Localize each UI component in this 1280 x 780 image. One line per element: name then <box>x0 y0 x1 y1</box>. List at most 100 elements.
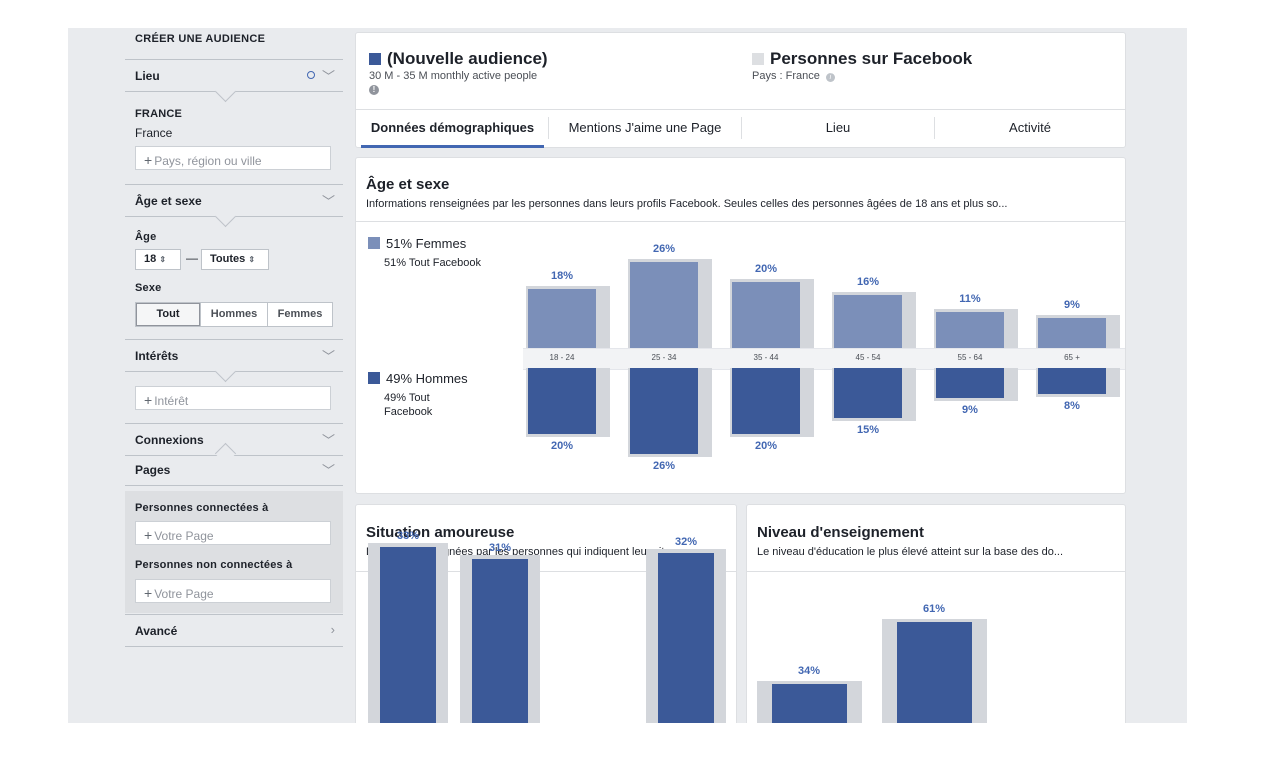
plus-icon: + <box>144 392 153 408</box>
not-connected-page-input[interactable]: + Votre Page <box>135 579 331 603</box>
data-label-women: 18% <box>550 269 574 282</box>
bar-women <box>1038 318 1106 348</box>
tab-demographics[interactable]: Données démographiques <box>361 110 544 148</box>
advanced-section: Avancé › <box>125 614 343 647</box>
plus-icon: + <box>144 527 153 543</box>
section-notch <box>214 360 237 383</box>
connected-placeholder: Votre Page <box>154 529 214 543</box>
connected-page-input[interactable]: + Votre Page <box>135 521 331 545</box>
chevron-down-icon[interactable]: ﹀ <box>321 463 335 478</box>
data-label: 61% <box>922 603 946 616</box>
info-icon[interactable]: ! <box>369 85 379 95</box>
chevron-right-icon[interactable]: › <box>330 622 335 637</box>
chevron-down-icon[interactable]: ﹀ <box>321 194 335 209</box>
age-from-value: 18 <box>144 253 157 265</box>
chevron-down-icon[interactable]: ﹀ <box>321 69 335 84</box>
men-benchmark-1: 49% Tout <box>384 392 430 404</box>
sex-option-all[interactable]: Tout <box>136 303 201 326</box>
select-arrows-icon: ⇕ <box>248 255 256 264</box>
age-to-select[interactable]: Toutes ⇕ <box>201 249 269 270</box>
audience-swatch <box>369 53 381 65</box>
bar-women <box>528 288 596 348</box>
pages-label: Pages <box>135 463 171 477</box>
not-connected-placeholder: Votre Page <box>154 587 214 601</box>
data-label-women: 16% <box>856 276 880 289</box>
facebook-title: Personnes sur Facebook <box>752 49 972 69</box>
education-card: Niveau d'enseignement Le niveau d'éducat… <box>746 504 1126 723</box>
location-header[interactable]: Lieu ﹀ <box>125 59 343 103</box>
demographics-tabs: Données démographiques Mentions J'aime u… <box>356 109 1125 148</box>
men-legend-text: 49% Hommes <box>386 371 468 386</box>
age-tick-label: 65 + <box>1064 353 1080 362</box>
section-notch <box>214 80 237 103</box>
interests-label: Intérêts <box>135 349 179 363</box>
info-icon[interactable]: i <box>825 73 835 82</box>
data-label-women: 26% <box>652 243 676 256</box>
audience-title: (Nouvelle audience) <box>369 49 548 69</box>
advanced-header[interactable]: Avancé › <box>125 614 343 647</box>
card-divider <box>356 221 1125 222</box>
chevron-down-icon[interactable]: ﹀ <box>321 433 335 448</box>
data-label-men: 8% <box>1064 400 1080 413</box>
education-title: Niveau d'enseignement <box>757 524 924 541</box>
audience-size: 30 M - 35 M monthly active people <box>369 70 538 82</box>
age-sex-header[interactable]: Âge et sexe ﹀ <box>125 184 343 228</box>
country-value: France <box>135 126 173 140</box>
card-divider <box>747 571 1125 572</box>
tab-activity[interactable]: Activité <box>1009 120 1051 135</box>
tab-divider <box>741 117 742 139</box>
age-tick-label: 25 - 34 <box>651 353 677 362</box>
age-tick-label: 55 - 64 <box>957 353 983 362</box>
women-swatch <box>368 237 380 249</box>
section-notch <box>214 205 237 228</box>
pages-section: Pages ﹀ <box>125 442 343 486</box>
bar-men <box>732 368 800 434</box>
sex-option-men[interactable]: Hommes <box>201 303 268 326</box>
data-label: 31% <box>488 542 512 554</box>
bar <box>658 553 714 723</box>
connections-label: Connexions <box>135 433 204 447</box>
interest-placeholder: Intérêt <box>154 394 189 408</box>
tab-divider <box>548 117 549 139</box>
men-legend: 49% Hommes <box>368 371 468 386</box>
not-connected-label: Personnes non connectées à <box>135 559 293 571</box>
data-label-men: 15% <box>856 423 880 436</box>
age-label: Âge <box>135 231 157 243</box>
sidebar-title: CRÉER UNE AUDIENCE <box>135 33 266 45</box>
age-sex-section: Âge et sexe ﹀ <box>125 184 343 228</box>
plus-icon: + <box>144 585 153 601</box>
data-label-women: 11% <box>959 292 981 305</box>
age-from-select[interactable]: 18 ⇕ <box>135 249 181 270</box>
age-to-value: Toutes <box>210 253 246 265</box>
age-sex-label: Âge et sexe <box>135 194 202 208</box>
age-sex-description: Informations renseignées par les personn… <box>366 198 1008 210</box>
pages-header[interactable]: Pages ﹀ <box>125 442 343 486</box>
data-label-women: 20% <box>754 263 778 275</box>
bar-men <box>1038 368 1106 395</box>
bar <box>897 622 972 723</box>
plus-icon: + <box>144 152 153 168</box>
bar <box>472 559 528 723</box>
tab-location[interactable]: Lieu <box>825 120 851 135</box>
data-label-men: 20% <box>754 440 778 452</box>
bar-women <box>834 295 902 348</box>
interest-input[interactable]: + Intérêt <box>135 386 331 410</box>
data-label-women: 9% <box>1064 299 1080 312</box>
data-label-men: 9% <box>962 403 978 416</box>
tab-page-likes[interactable]: Mentions J'aime une Page <box>568 120 722 135</box>
data-label-men: 26% <box>652 459 676 472</box>
relationship-card: Situation amoureuse Données renseignées … <box>355 504 737 723</box>
chevron-down-icon[interactable]: ﹀ <box>321 349 335 364</box>
facebook-country: Pays : France i <box>752 70 835 82</box>
bar <box>380 547 436 723</box>
sex-option-women[interactable]: Femmes <box>277 308 323 320</box>
interests-header[interactable]: Intérêts ﹀ <box>125 339 343 383</box>
status-dot-icon <box>307 71 315 79</box>
data-label: 34% <box>797 664 821 677</box>
women-benchmark: 51% Tout Facebook <box>384 257 482 269</box>
facebook-country-text: Pays : France <box>752 70 820 82</box>
location-search-input[interactable]: + Pays, région ou ville <box>135 146 331 170</box>
country-heading: FRANCE <box>135 108 183 120</box>
tab-divider <box>934 117 935 139</box>
connected-label: Personnes connectées à <box>135 502 269 514</box>
